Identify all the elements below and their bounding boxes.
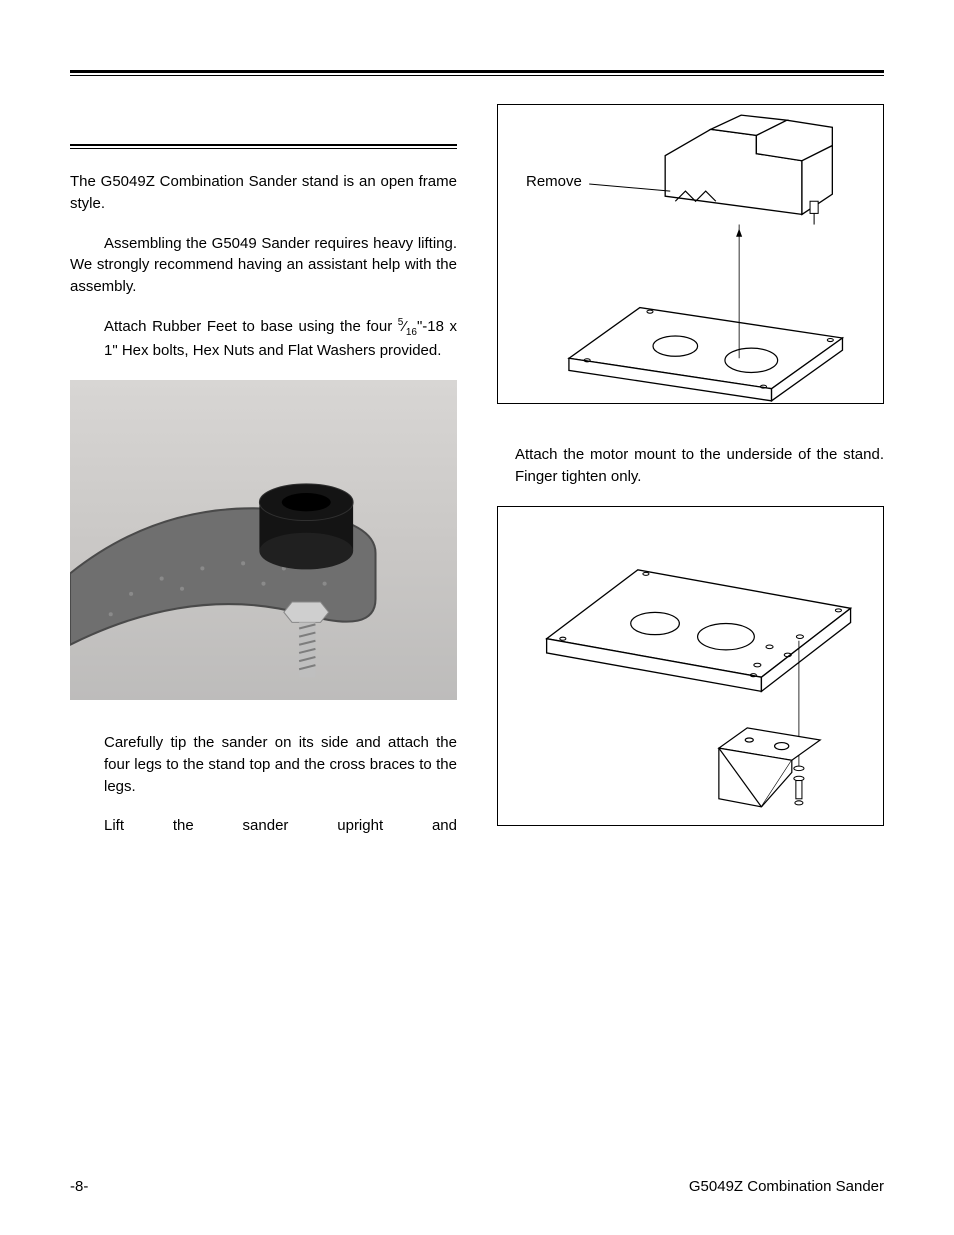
step-3: Lift the sander upright and [70, 815, 457, 837]
page-number: -8- [70, 1178, 88, 1195]
left-column: The G5049Z Combination Sander stand is a… [70, 104, 457, 866]
note-paragraph: Assembling the G5049 Sander requires hea… [70, 233, 457, 298]
diagram-2-svg [498, 507, 883, 831]
diagram-remove-label: Remove [526, 173, 582, 190]
fraction-denominator: 16 [406, 327, 417, 338]
right-column: Remove [497, 104, 884, 866]
footer-title: G5049Z Combination Sander [689, 1178, 884, 1195]
step-1: Attach Rubber Feet to base using the fou… [70, 316, 457, 362]
rubber-foot-illustration [70, 380, 457, 700]
rubber-foot-photo [70, 380, 457, 700]
step-1-text-a: Attach Rubber Feet to base using the fou… [104, 318, 398, 335]
intro-paragraph: The G5049Z Combination Sander stand is a… [70, 171, 457, 215]
step-2: Carefully tip the sander on its side and… [70, 732, 457, 797]
diagram-1-svg [498, 105, 883, 409]
page-top-rule [70, 70, 884, 76]
page-footer: -8- G5049Z Combination Sander [70, 1178, 884, 1195]
diagram-motor-mount [497, 506, 884, 826]
fraction-numerator: 5 [398, 317, 404, 328]
diagram-remove-housing: Remove [497, 104, 884, 404]
content-columns: The G5049Z Combination Sander stand is a… [70, 104, 884, 866]
section-divider [70, 144, 457, 149]
step-4: Attach the motor mount to the underside … [497, 444, 884, 488]
